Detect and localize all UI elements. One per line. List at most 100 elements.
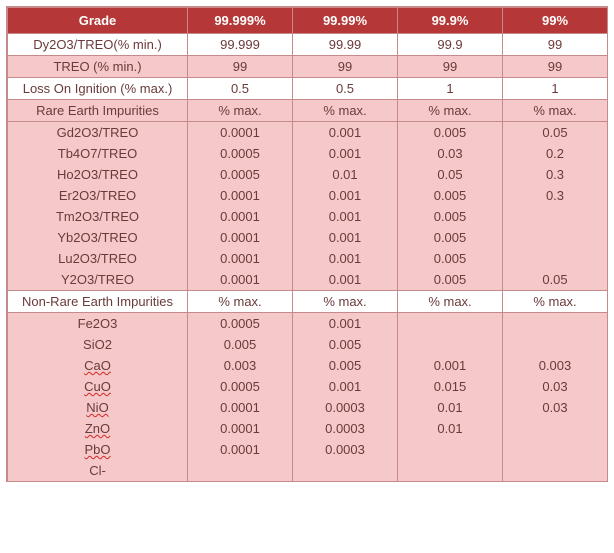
row-dy-label: Dy2O3/TREO(% min.) — [8, 34, 188, 56]
re-row-c3: 0.005 — [398, 185, 503, 206]
re-row-label: Lu2O3/TREO — [8, 248, 188, 269]
re-row: Yb2O3/TREO 0.0001 0.001 0.005 — [8, 227, 608, 248]
nre-row-c1: 0.005 — [188, 334, 293, 355]
nre-label-text: ZnO — [85, 421, 110, 436]
row-nrei-header-c3: % max. — [398, 291, 503, 313]
re-row-c2: 0.001 — [293, 122, 398, 144]
re-row-c3: 0.03 — [398, 143, 503, 164]
nre-row-c2 — [293, 460, 398, 481]
nre-row-c3: 0.01 — [398, 418, 503, 439]
row-treo-c4: 99 — [503, 56, 608, 78]
nre-row-c2: 0.001 — [293, 376, 398, 397]
re-row-label: Y2O3/TREO — [8, 269, 188, 291]
nre-row-label: NiO — [8, 397, 188, 418]
nre-label-text: Fe2O3 — [78, 316, 118, 331]
re-row-c4: 0.2 — [503, 143, 608, 164]
nre-row-c1: 0.003 — [188, 355, 293, 376]
nre-row: SiO2 0.005 0.005 — [8, 334, 608, 355]
row-nrei-header: Non-Rare Earth Impurities % max. % max. … — [8, 291, 608, 313]
nre-row-c3 — [398, 439, 503, 460]
row-loi: Loss On Ignition (% max.) 0.5 0.5 1 1 — [8, 78, 608, 100]
re-row-c1: 0.0005 — [188, 143, 293, 164]
nre-row-label: CuO — [8, 376, 188, 397]
nre-row-c1: 0.0001 — [188, 418, 293, 439]
header-col-1: 99.999% — [188, 8, 293, 34]
nre-row-c3 — [398, 334, 503, 355]
re-row-c3: 0.05 — [398, 164, 503, 185]
re-row-label: Tb4O7/TREO — [8, 143, 188, 164]
re-row-c3: 0.005 — [398, 206, 503, 227]
nre-row-c1: 0.0001 — [188, 439, 293, 460]
row-dy-c4: 99 — [503, 34, 608, 56]
row-treo-c2: 99 — [293, 56, 398, 78]
nre-row-c4: 0.03 — [503, 376, 608, 397]
nre-label-text: NiO — [86, 400, 108, 415]
row-loi-label: Loss On Ignition (% max.) — [8, 78, 188, 100]
header-col-2: 99.99% — [293, 8, 398, 34]
nre-label-text: Cl- — [89, 463, 106, 478]
re-row-label: Tm2O3/TREO — [8, 206, 188, 227]
re-row-c2: 0.001 — [293, 206, 398, 227]
row-nrei-header-c1: % max. — [188, 291, 293, 313]
nre-row-label: ZnO — [8, 418, 188, 439]
re-row-c3: 0.005 — [398, 269, 503, 291]
nre-row-c1: 0.0001 — [188, 397, 293, 418]
nre-row-label: Cl- — [8, 460, 188, 481]
row-dy-c2: 99.99 — [293, 34, 398, 56]
re-row-c3: 0.005 — [398, 227, 503, 248]
nre-label-text: CuO — [84, 379, 111, 394]
row-nrei-header-c2: % max. — [293, 291, 398, 313]
re-row: Tb4O7/TREO 0.0005 0.001 0.03 0.2 — [8, 143, 608, 164]
nre-row-c4 — [503, 334, 608, 355]
re-row-c1: 0.0001 — [188, 227, 293, 248]
nre-row-label: PbO — [8, 439, 188, 460]
nre-row-c3: 0.001 — [398, 355, 503, 376]
re-row-c1: 0.0001 — [188, 248, 293, 269]
header-col-4: 99% — [503, 8, 608, 34]
nre-row-c2: 0.001 — [293, 313, 398, 335]
nre-row-c1 — [188, 460, 293, 481]
nre-row-label: SiO2 — [8, 334, 188, 355]
re-row-c1: 0.0001 — [188, 206, 293, 227]
row-loi-c3: 1 — [398, 78, 503, 100]
nre-row-c1: 0.0005 — [188, 313, 293, 335]
nre-row: Fe2O3 0.0005 0.001 — [8, 313, 608, 335]
nre-row-c4 — [503, 460, 608, 481]
row-loi-c4: 1 — [503, 78, 608, 100]
row-rei-header-label: Rare Earth Impurities — [8, 100, 188, 122]
row-dy-c3: 99.9 — [398, 34, 503, 56]
re-row-c2: 0.01 — [293, 164, 398, 185]
nre-row-c2: 0.0003 — [293, 439, 398, 460]
row-loi-c1: 0.5 — [188, 78, 293, 100]
re-row: Er2O3/TREO 0.0001 0.001 0.005 0.3 — [8, 185, 608, 206]
re-row-c2: 0.001 — [293, 227, 398, 248]
nre-label-text: SiO2 — [83, 337, 112, 352]
row-rei-header-c3: % max. — [398, 100, 503, 122]
header-row: Grade 99.999% 99.99% 99.9% 99% — [8, 8, 608, 34]
re-row-label: Yb2O3/TREO — [8, 227, 188, 248]
nre-row-c3: 0.01 — [398, 397, 503, 418]
nre-row: PbO 0.0001 0.0003 — [8, 439, 608, 460]
re-row-label: Gd2O3/TREO — [8, 122, 188, 144]
nre-row-label: CaO — [8, 355, 188, 376]
nre-row: CaO 0.003 0.005 0.001 0.003 — [8, 355, 608, 376]
re-row-c4: 0.3 — [503, 185, 608, 206]
nre-row-c4: 0.03 — [503, 397, 608, 418]
re-row-c2: 0.001 — [293, 143, 398, 164]
nre-row-c4 — [503, 418, 608, 439]
row-rei-header-c4: % max. — [503, 100, 608, 122]
row-loi-c2: 0.5 — [293, 78, 398, 100]
re-row-c1: 0.0001 — [188, 185, 293, 206]
re-row-c4 — [503, 248, 608, 269]
re-row-c3: 0.005 — [398, 248, 503, 269]
row-nrei-header-c4: % max. — [503, 291, 608, 313]
re-row-c4: 0.05 — [503, 269, 608, 291]
row-dy: Dy2O3/TREO(% min.) 99.999 99.99 99.9 99 — [8, 34, 608, 56]
nre-row: NiO 0.0001 0.0003 0.01 0.03 — [8, 397, 608, 418]
row-rei-header-c2: % max. — [293, 100, 398, 122]
header-grade: Grade — [8, 8, 188, 34]
re-row: Tm2O3/TREO 0.0001 0.001 0.005 — [8, 206, 608, 227]
nre-row-label: Fe2O3 — [8, 313, 188, 335]
nre-row-c3 — [398, 460, 503, 481]
re-row: Lu2O3/TREO 0.0001 0.001 0.005 — [8, 248, 608, 269]
